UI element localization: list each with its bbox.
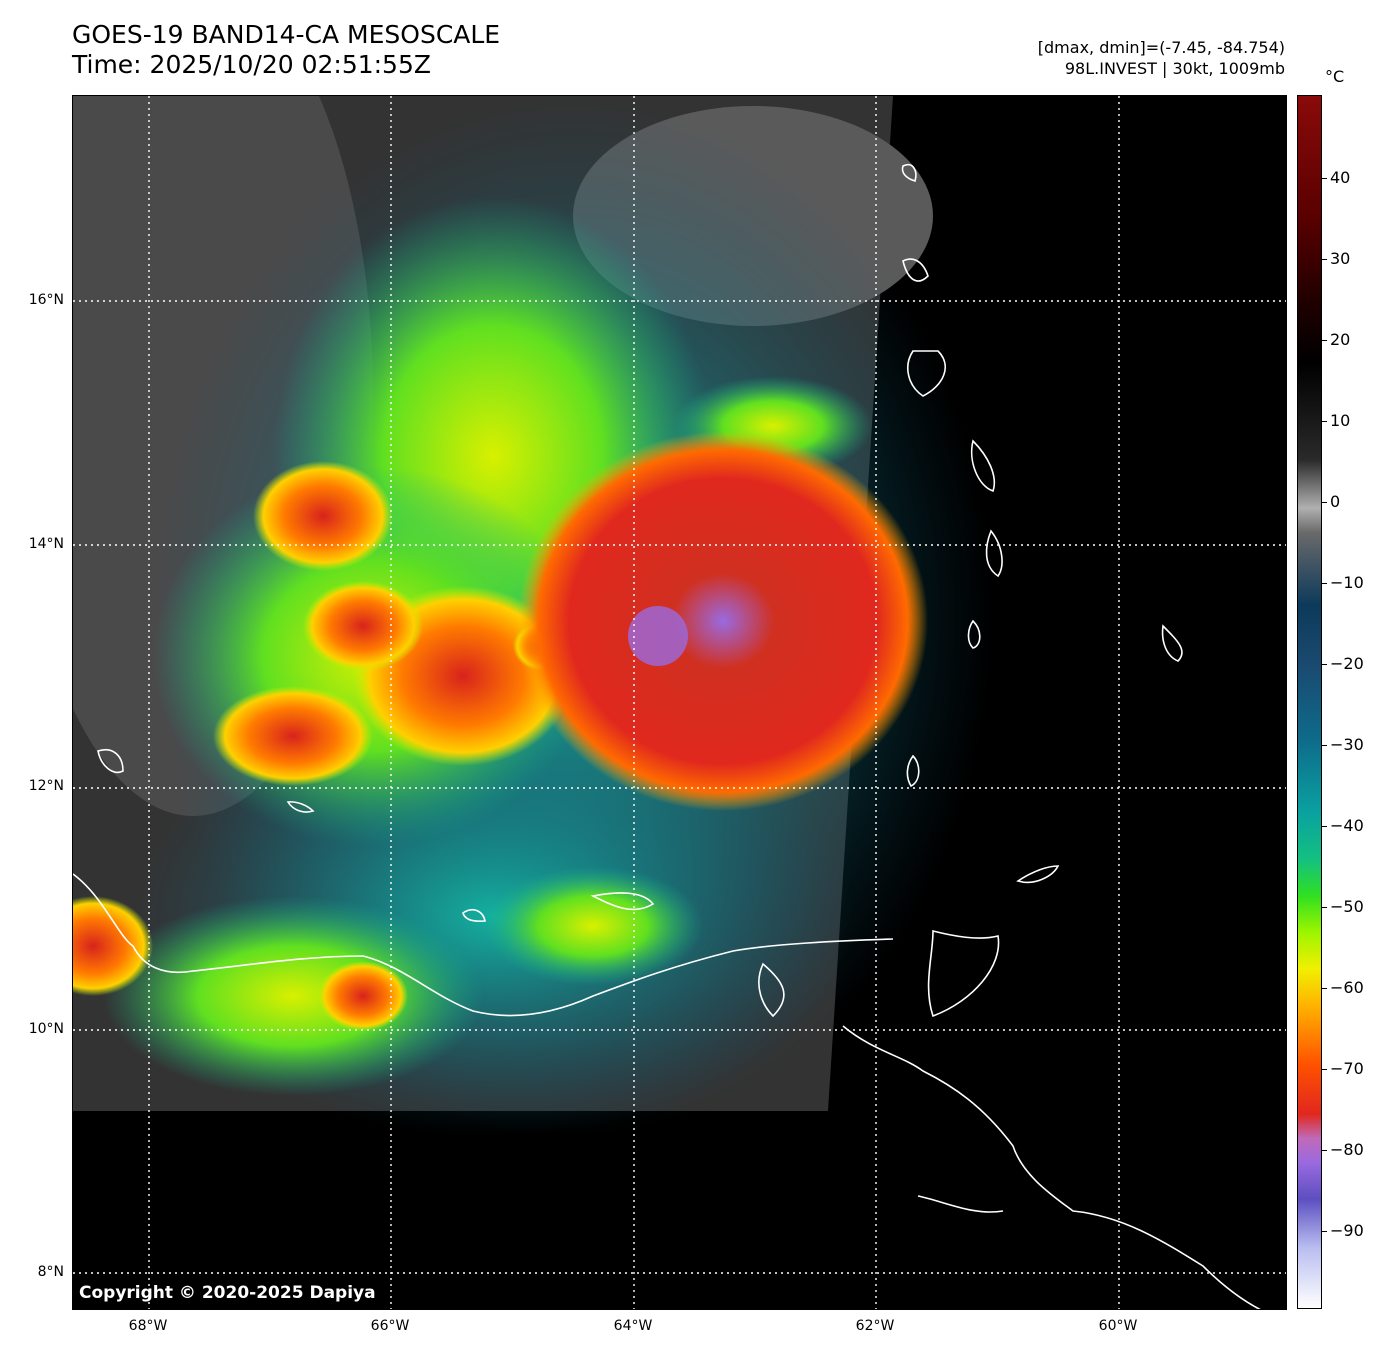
colorbar-tick (1322, 583, 1327, 584)
storm-info: [dmax, dmin]=(-7.45, -84.754) 98L.INVEST… (1038, 37, 1285, 79)
lon-label-64w: 64°W (613, 1318, 653, 1334)
colorbar-tick (1322, 259, 1327, 260)
colorbar-tick (1322, 421, 1327, 422)
colorbar-tick (1322, 907, 1327, 908)
colorbar (1297, 95, 1322, 1309)
info-line-1: [dmax, dmin]=(-7.45, -84.754) (1037, 38, 1285, 57)
lon-label-62w: 62°W (855, 1318, 895, 1334)
coastlines (73, 163, 1261, 1309)
colorbar-tick (1322, 826, 1327, 827)
colorbar-tick (1322, 1150, 1327, 1151)
figure-title: GOES-19 BAND14-CA MESOSCALE Time: 2025/1… (72, 20, 500, 80)
colorbar-tick (1322, 1231, 1327, 1232)
colorbar-tick (1322, 745, 1327, 746)
colorbar-tick-label: 0 (1330, 492, 1341, 511)
colorbar-tick-label: −50 (1330, 897, 1364, 916)
colorbar-tick (1322, 502, 1327, 503)
colorbar-unit: °C (1325, 67, 1345, 86)
satellite-imagery (73, 96, 993, 1136)
lat-label-14n: 14°N (28, 536, 64, 552)
title-line-1: GOES-19 BAND14-CA MESOSCALE (72, 20, 501, 49)
title-line-2: Time: 2025/10/20 02:51:55Z (72, 50, 431, 79)
map-canvas (73, 96, 1286, 1309)
colorbar-tick-label: 10 (1330, 411, 1351, 430)
colorbar-tick-label: −40 (1330, 816, 1364, 835)
lon-label-68w: 68°W (128, 1318, 168, 1334)
colorbar-tick-label: −90 (1330, 1221, 1364, 1240)
lat-label-12n: 12°N (28, 778, 64, 794)
colorbar-tick-label: −20 (1330, 654, 1364, 673)
colorbar-tick-label: −80 (1330, 1140, 1364, 1159)
colorbar-tick (1322, 340, 1327, 341)
colorbar-tick-label: 30 (1330, 249, 1351, 268)
lon-label-60w: 60°W (1098, 1318, 1138, 1334)
lat-label-10n: 10°N (28, 1021, 64, 1037)
colorbar-tick-label: −10 (1330, 573, 1364, 592)
colorbar-tick-label: 40 (1330, 168, 1351, 187)
copyright-notice: Copyright © 2020-2025 Dapiya (79, 1283, 376, 1303)
lat-label-8n: 8°N (37, 1264, 64, 1280)
satellite-map[interactable]: Copyright © 2020-2025 Dapiya (72, 95, 1287, 1310)
colorbar-tick-label: −30 (1330, 735, 1364, 754)
colorbar-tick-label: −60 (1330, 978, 1364, 997)
colorbar-tick (1322, 988, 1327, 989)
colorbar-tick-label: 20 (1330, 330, 1351, 349)
colorbar-tick (1322, 1069, 1327, 1070)
lon-label-66w: 66°W (370, 1318, 410, 1334)
colorbar-tick-label: −70 (1330, 1059, 1364, 1078)
colorbar-tick (1322, 178, 1327, 179)
lat-label-16n: 16°N (28, 292, 64, 308)
info-line-2: 98L.INVEST | 30kt, 1009mb (1064, 59, 1285, 78)
colorbar-tick (1322, 664, 1327, 665)
graticule (73, 96, 1286, 1309)
